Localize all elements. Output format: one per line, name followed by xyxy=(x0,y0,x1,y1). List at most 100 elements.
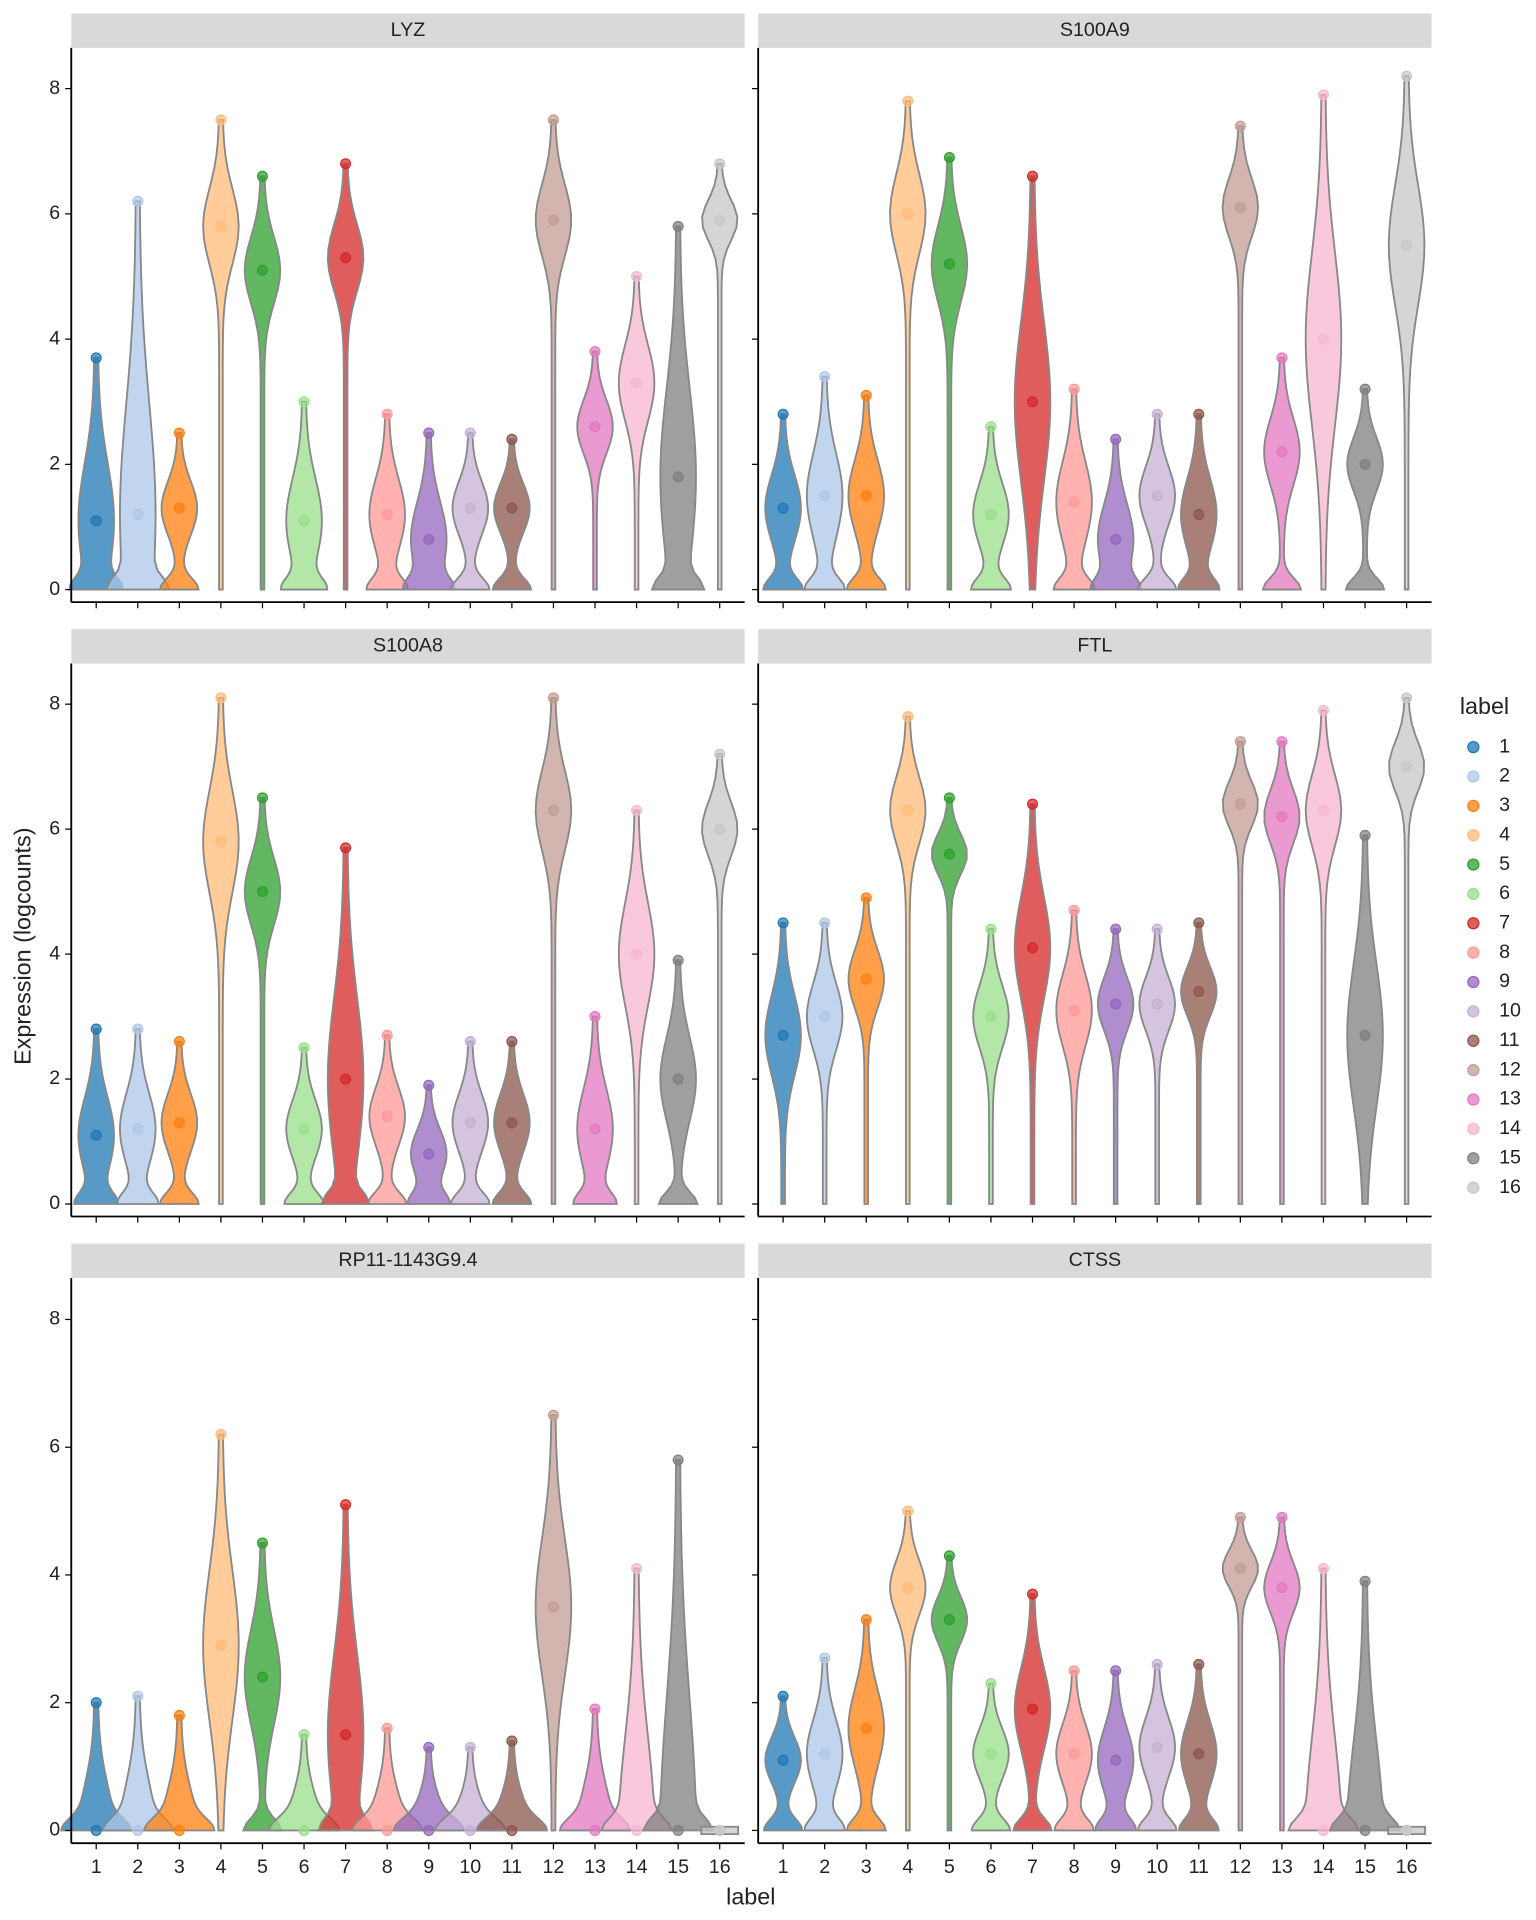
violin xyxy=(1136,413,1178,591)
x-tick-label: 11 xyxy=(1189,1856,1209,1878)
max-point xyxy=(1317,89,1330,101)
max-point xyxy=(860,892,872,904)
max-point xyxy=(985,1677,997,1690)
median-point xyxy=(1193,1748,1205,1760)
median-point xyxy=(1068,496,1080,508)
x-tick-label: 15 xyxy=(667,1856,689,1878)
median-point xyxy=(1193,508,1205,520)
violin xyxy=(930,156,969,591)
max-point xyxy=(1026,170,1039,182)
median-point xyxy=(1234,202,1246,214)
x-tick-label: 1 xyxy=(778,1856,789,1878)
legend-key xyxy=(1467,858,1480,871)
max-point xyxy=(381,1029,393,1041)
max-point xyxy=(506,1036,518,1048)
median-point xyxy=(943,258,955,270)
legend-key xyxy=(1467,1005,1480,1018)
legend-label: 1 xyxy=(1499,735,1510,757)
x-tick-label: 8 xyxy=(1069,1856,1080,1878)
legend-key xyxy=(1467,770,1480,783)
violin xyxy=(326,162,365,591)
median-point xyxy=(1151,490,1163,502)
max-point xyxy=(714,158,726,170)
violin xyxy=(572,1015,618,1205)
violin xyxy=(1052,388,1096,591)
median-point xyxy=(90,1824,102,1836)
legend-key xyxy=(1467,1152,1480,1165)
median-point xyxy=(819,490,831,502)
median-point xyxy=(547,804,559,816)
y-tick-label: 2 xyxy=(49,453,60,475)
median-point xyxy=(1234,1563,1246,1575)
violin xyxy=(1013,175,1052,591)
legend-label: 9 xyxy=(1499,970,1510,992)
max-point xyxy=(1026,798,1039,810)
median-point xyxy=(672,1073,684,1085)
median-point xyxy=(819,1011,831,1023)
max-point xyxy=(256,1537,269,1549)
x-tick-label: 5 xyxy=(257,1856,268,1878)
legend-label: 2 xyxy=(1499,765,1510,787)
legend-key xyxy=(1467,1034,1480,1047)
median-point xyxy=(381,1824,393,1836)
x-tick-label: 4 xyxy=(215,1856,226,1878)
x-tick-label: 13 xyxy=(584,1856,606,1878)
max-point xyxy=(1151,923,1163,935)
max-point xyxy=(256,792,269,804)
legend-label: 8 xyxy=(1499,941,1510,963)
violin xyxy=(202,1433,240,1832)
median-point xyxy=(943,848,955,860)
max-point xyxy=(1193,1658,1205,1670)
median-point xyxy=(1151,1741,1163,1753)
max-point xyxy=(860,389,872,401)
violin xyxy=(889,715,927,1205)
violin xyxy=(406,1084,451,1205)
max-point xyxy=(714,748,726,760)
median-point xyxy=(1026,396,1039,408)
median-point xyxy=(672,1824,684,1836)
median-point xyxy=(589,1824,601,1836)
violin xyxy=(1094,1669,1138,1832)
max-point xyxy=(1401,70,1413,82)
median-point xyxy=(819,1748,831,1760)
y-tick-label: 8 xyxy=(49,77,60,99)
y-tick-label: 8 xyxy=(49,692,60,714)
median-point xyxy=(506,502,518,514)
max-point xyxy=(1068,383,1080,395)
median-point xyxy=(506,1117,518,1129)
legend-label: 5 xyxy=(1499,853,1510,875)
median-point xyxy=(902,1582,914,1594)
median-point xyxy=(631,1824,643,1836)
max-point xyxy=(819,917,831,929)
x-tick-label: 15 xyxy=(1354,1856,1376,1878)
violin xyxy=(317,1503,374,1832)
median-point xyxy=(860,973,872,985)
median-point xyxy=(423,533,435,546)
violin xyxy=(617,275,656,591)
violin xyxy=(701,753,739,1205)
violin xyxy=(805,921,844,1205)
median-point xyxy=(902,804,914,816)
violin xyxy=(972,928,1010,1205)
y-tick-label: 2 xyxy=(49,1691,60,1713)
violin xyxy=(1387,75,1426,591)
violin xyxy=(617,809,656,1205)
x-tick-label: 9 xyxy=(423,1856,434,1878)
median-point xyxy=(902,208,914,220)
max-point xyxy=(631,270,643,283)
x-tick-label: 3 xyxy=(174,1856,185,1878)
x-tick-label: 14 xyxy=(626,1856,648,1878)
legend-label: 6 xyxy=(1499,882,1510,904)
median-point xyxy=(631,948,643,960)
median-point xyxy=(464,502,476,514)
violin xyxy=(1176,413,1221,591)
max-point xyxy=(589,346,601,358)
median-point xyxy=(464,1117,476,1129)
max-point xyxy=(902,711,914,723)
violin xyxy=(320,846,372,1205)
x-tick-label: 4 xyxy=(902,1856,913,1878)
median-point xyxy=(340,1729,352,1741)
median-point xyxy=(132,1123,144,1135)
y-tick-label: 6 xyxy=(49,1435,60,1457)
